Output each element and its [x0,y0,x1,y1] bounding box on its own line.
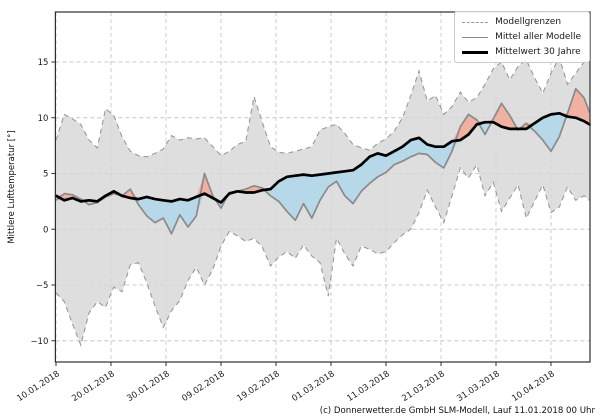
x-tick-label: 09.02.2018 [180,369,226,404]
x-tick-label: 10.01.2018 [15,369,61,404]
tick-marks [51,61,552,366]
dashed-line-sample-icon [462,21,489,23]
legend-item: Mittelwert 30 Jahre [462,46,581,58]
legend-item: Modellgrenzen [462,16,581,28]
climate-mean-line [54,111,591,204]
x-tick-label: 31.03.2018 [455,369,501,404]
model-envelope-area [56,57,590,346]
y-axis-label: Mittlere Lufttemperatur [°] [7,130,17,243]
axes-spine [54,11,591,363]
y-tick-label: 15 [38,58,49,68]
legend-item: Mittel aller Modelle [462,31,581,43]
legend-item-label: Modellgrenzen [495,17,562,27]
x-tick-label: 19.02.2018 [235,369,281,404]
x-tick-label: 11.03.2018 [345,369,391,404]
model-envelope-borders [55,56,590,347]
thick-line-sample-icon [462,50,489,54]
colder-than-climate-fill [56,113,590,234]
y-tick-label: 0 [43,225,48,235]
model-mean-line [55,87,591,235]
y-tick-labels: 15 10 5 0 −5 −10 [30,58,48,347]
x-tick-label: 01.03.2018 [290,369,336,404]
copyright-footer: (c) Donnerwetter.de GmbH SLM-Modell, Lau… [319,406,595,416]
model-envelope-border-lower [55,163,590,347]
x-tick-label: 20.01.2018 [70,369,116,404]
x-tick-label: 21.03.2018 [400,369,446,404]
legend-item-label: Mittelwert 30 Jahre [495,47,581,57]
data-lines [54,87,591,235]
y-tick-label: −10 [30,337,48,347]
model-envelope-fill [56,57,590,346]
legend-item-label: Mittel aller Modelle [495,32,581,42]
legend: Modellgrenzen Mittel aller Modelle Mitte… [454,11,590,63]
y-tick-label: 10 [38,114,49,124]
model-envelope-border-upper [55,56,590,158]
x-tick-label: 10.04.2018 [510,369,556,404]
x-tick-label: 30.01.2018 [125,369,171,404]
solid-line-sample-icon [462,36,489,38]
y-tick-label: −5 [36,281,49,291]
plot-border [54,11,591,363]
grid-lines-overlay [55,12,590,362]
x-tick-labels: 10.01.2018 20.01.2018 30.01.2018 09.02.2018… [15,369,556,404]
y-tick-label: 5 [43,170,48,180]
anomaly-fill-areas [56,88,590,234]
